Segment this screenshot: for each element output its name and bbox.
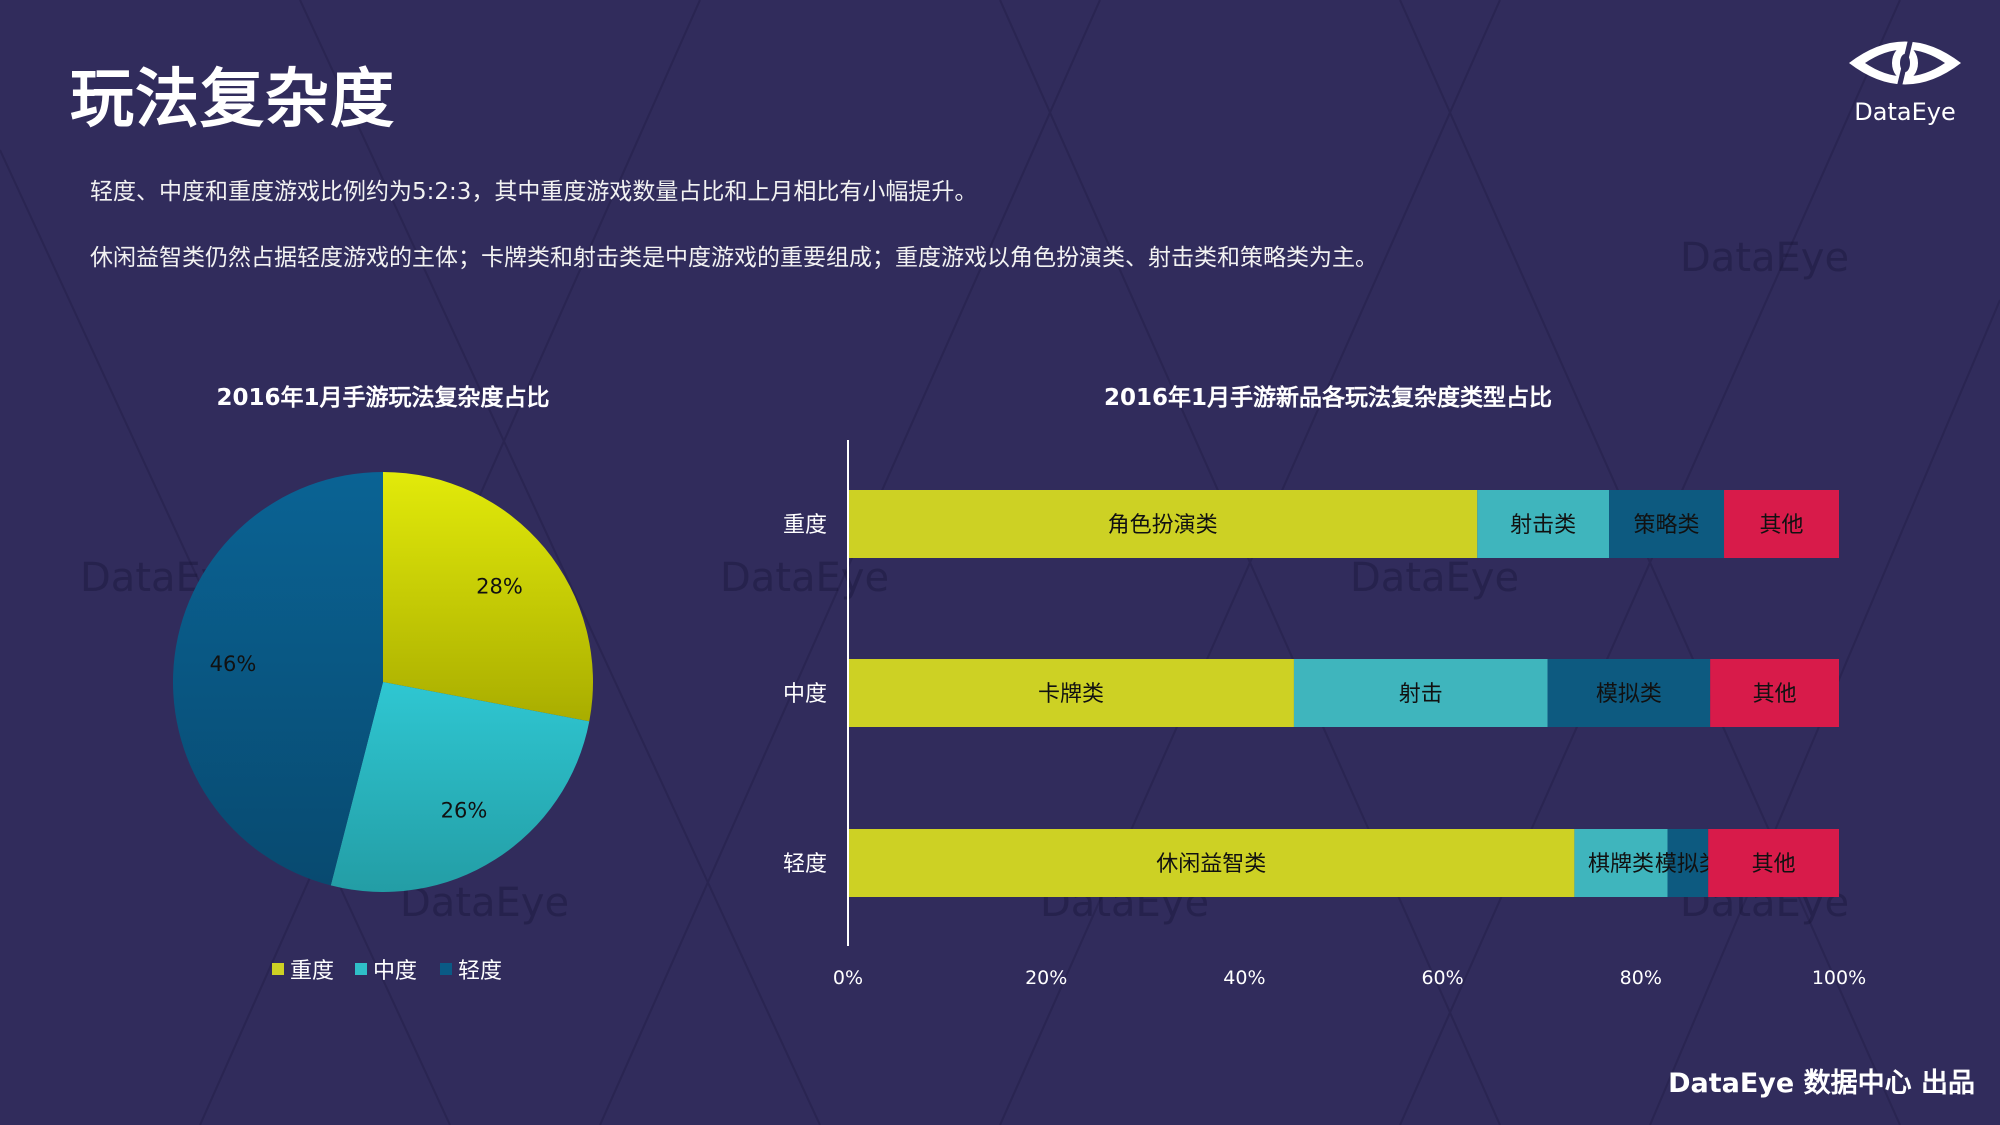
pie-chart: 28% 26% 46% 重度 中度 轻度 xyxy=(173,472,593,984)
bar-segment-0-2 xyxy=(1609,490,1725,558)
bar-segment-2-3 xyxy=(1708,829,1839,897)
pie-chart-title: 2016年1月手游玩法复杂度占比 xyxy=(216,385,550,411)
x-tick-label: 20% xyxy=(1025,967,1067,989)
bar-segment-1-3 xyxy=(1710,659,1839,727)
bar-segment-label: 棋牌类 xyxy=(1588,852,1654,877)
watermark: DataEye xyxy=(1680,235,1850,281)
pie-data-label: 26% xyxy=(441,799,488,823)
bar-segment-label: 休闲益智类 xyxy=(1156,852,1266,877)
bar-segment-label: 射击类 xyxy=(1510,513,1576,538)
bar-segment-2-2 xyxy=(1667,829,1709,897)
summary-paragraph-1: 轻度、中度和重度游戏比例约为5:2:3，其中重度游戏数量占比和上月相比有小幅提升… xyxy=(90,179,978,205)
logo-text: DataEye xyxy=(1854,98,1956,126)
eye-logo-icon xyxy=(1849,37,1961,89)
bar-segment-0-3 xyxy=(1724,490,1839,558)
watermark: DataEye xyxy=(720,555,890,601)
page-title: 玩法复杂度 xyxy=(70,63,395,137)
bar-segment-label: 射击 xyxy=(1399,682,1443,707)
watermark: DataEye xyxy=(400,880,570,926)
x-tick-label: 100% xyxy=(1812,967,1866,989)
footer-credit: DataEye 数据中心 出品 xyxy=(1668,1068,1975,1099)
category-label: 重度 xyxy=(783,513,827,538)
legend-swatch xyxy=(272,963,284,975)
bar-segment-1-0 xyxy=(848,659,1294,727)
legend-label: 中度 xyxy=(373,959,417,984)
bar-segment-label: 其他 xyxy=(1753,682,1797,707)
legend-label: 轻度 xyxy=(458,959,502,984)
bar-segment-label: 其他 xyxy=(1752,852,1796,877)
summary-paragraph-2: 休闲益智类仍然占据轻度游戏的主体；卡牌类和射击类是中度游戏的重要组成；重度游戏以… xyxy=(90,245,1378,271)
legend-swatch xyxy=(440,963,452,975)
bar-segment-label: 策略类 xyxy=(1634,513,1700,538)
bar-segment-label: 其他 xyxy=(1760,513,1804,538)
pie-slice-1 xyxy=(330,682,590,892)
x-tick-label: 60% xyxy=(1421,967,1463,989)
pie-slice-0 xyxy=(383,472,593,722)
bar-segment-0-1 xyxy=(1477,490,1610,558)
bar-segment-label: 角色扮演类 xyxy=(1108,513,1218,538)
bar-segment-2-1 xyxy=(1574,829,1668,897)
legend-swatch xyxy=(355,963,367,975)
dataeye-logo: DataEye xyxy=(1840,34,1970,126)
watermark: DataEye xyxy=(1350,555,1520,601)
pie-data-label: 28% xyxy=(476,575,523,599)
x-tick-label: 80% xyxy=(1620,967,1662,989)
pie-data-label: 46% xyxy=(210,652,257,676)
x-tick-label: 40% xyxy=(1223,967,1265,989)
legend-label: 重度 xyxy=(290,959,334,984)
bar-segment-0-0 xyxy=(848,490,1478,558)
category-label: 轻度 xyxy=(783,852,827,877)
bar-segment-1-1 xyxy=(1293,659,1548,727)
pie-slice-2 xyxy=(173,472,383,886)
bar-segment-1-2 xyxy=(1547,659,1711,727)
category-label: 中度 xyxy=(783,682,827,707)
bar-segment-2-0 xyxy=(848,829,1575,897)
bar-chart-title: 2016年1月手游新品各玩法复杂度类型占比 xyxy=(1103,385,1553,411)
x-tick-label: 0% xyxy=(833,967,863,989)
bar-segment-label: 模拟类 xyxy=(1596,682,1662,707)
bar-segment-label: 卡牌类 xyxy=(1038,682,1104,707)
